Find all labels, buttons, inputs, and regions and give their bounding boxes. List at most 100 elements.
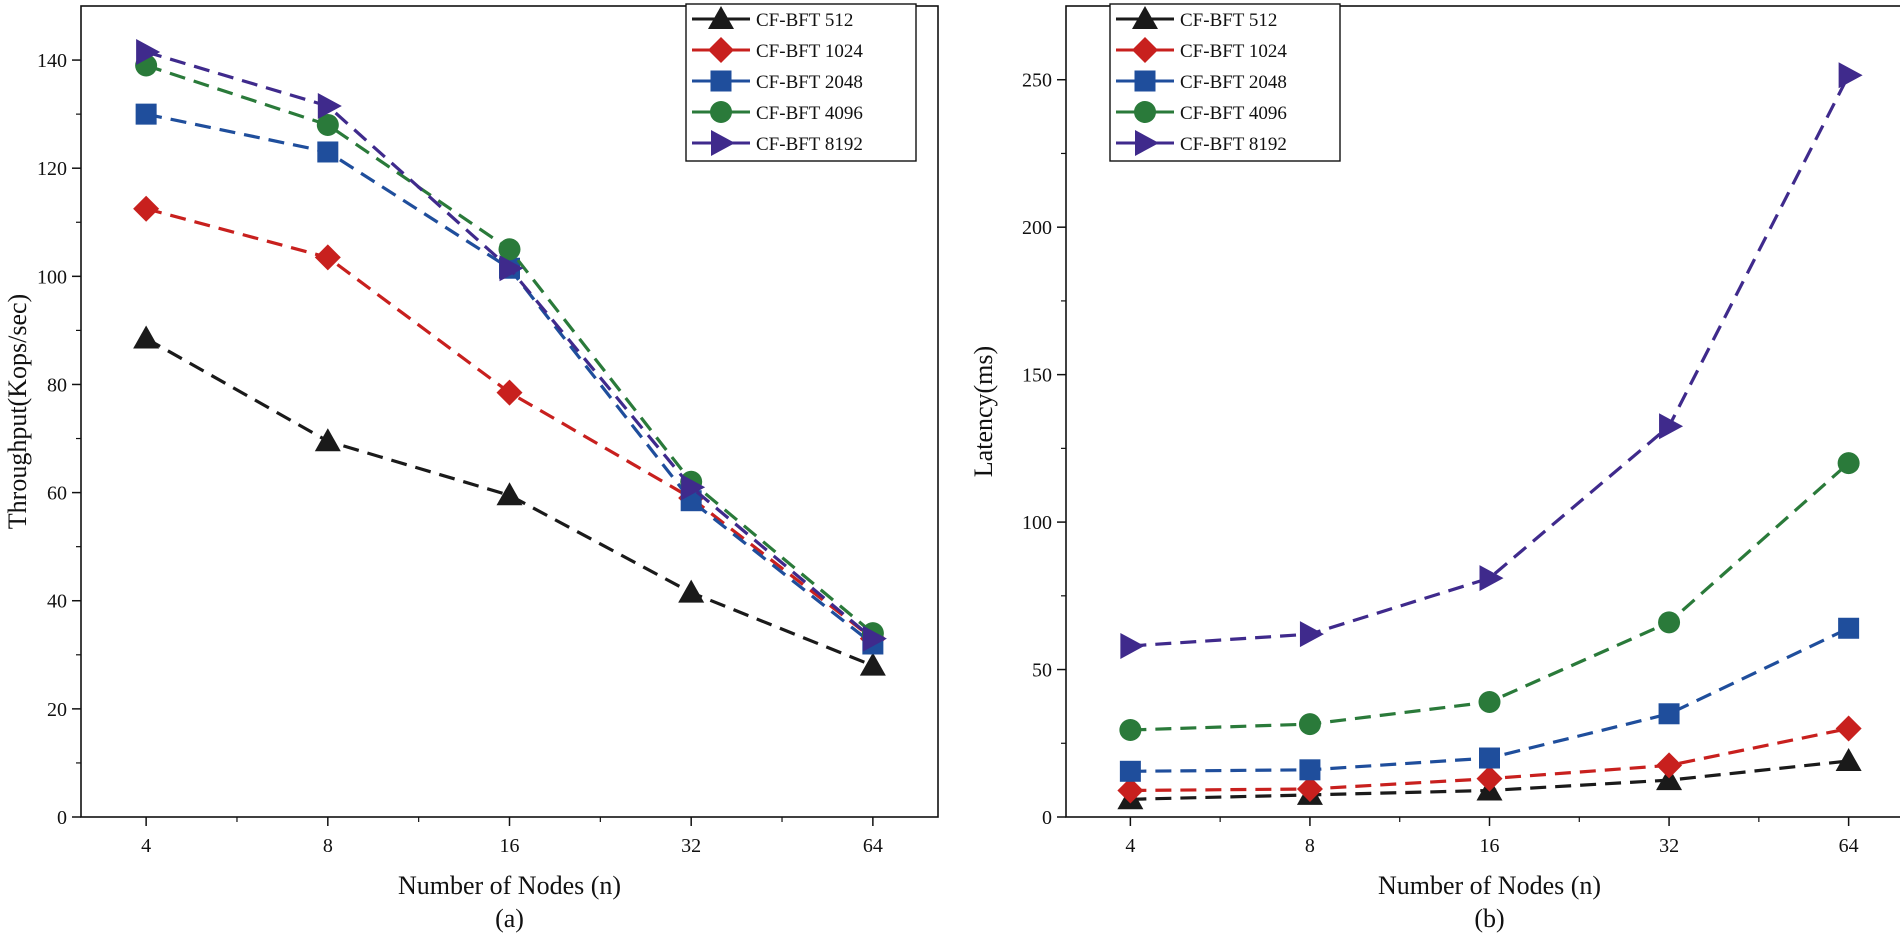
series-cf-bft-4096: [1119, 452, 1860, 742]
legend-entry: CF-BFT 512: [1116, 6, 1277, 31]
data-point: [498, 238, 521, 261]
panel-caption: (a): [495, 904, 524, 933]
y-tick-label: 40: [47, 591, 67, 613]
data-point: [1479, 565, 1504, 592]
data-point: [1838, 617, 1860, 639]
legend-entry: CF-BFT 2048: [1116, 70, 1287, 93]
x-tick-label: 4: [1125, 835, 1135, 857]
data-point: [317, 93, 342, 120]
x-tick-label: 64: [1839, 835, 1859, 857]
legend-label: CF-BFT 1024: [1180, 41, 1287, 62]
legend-label: CF-BFT 4096: [756, 103, 863, 124]
y-tick-label: 100: [1022, 512, 1052, 534]
data-point: [133, 325, 160, 349]
x-tick-label: 16: [500, 835, 520, 857]
y-tick-label: 140: [37, 50, 67, 72]
series-cf-bft-4096: [135, 54, 884, 645]
data-point: [1835, 715, 1862, 742]
x-axis-title: Number of Nodes (n): [1378, 871, 1601, 900]
data-point: [1659, 413, 1684, 440]
data-point: [499, 255, 524, 282]
series-cf-bft-2048: [1119, 617, 1860, 782]
legend-label: CF-BFT 8192: [756, 134, 863, 155]
data-point: [681, 474, 706, 501]
x-tick-label: 8: [323, 835, 333, 857]
data-point: [496, 482, 523, 506]
legend-marker: [708, 6, 734, 29]
legend-entry: CF-BFT 1024: [692, 37, 863, 63]
legend-label: CF-BFT 512: [756, 10, 853, 31]
legend-entry: CF-BFT 4096: [1116, 101, 1287, 124]
legend-marker: [710, 101, 732, 123]
x-tick-label: 64: [863, 835, 883, 857]
legend-entry: CF-BFT 2048: [692, 70, 863, 93]
legend-marker: [710, 70, 732, 92]
throughput-chart: 0 20 40 60 80 100 120 140 4 8 16 32 64 Number of Node…: [3, 3, 939, 933]
x-axis-title: Number of Nodes (n): [398, 871, 621, 900]
x-tick-label: 32: [681, 835, 701, 857]
data-point: [136, 38, 161, 65]
data-point: [1656, 752, 1683, 779]
legend-label: CF-BFT 2048: [1180, 72, 1287, 93]
data-point: [1119, 719, 1142, 742]
y-axis-title: Throughput(Kops/sec): [3, 294, 32, 529]
legend-marker: [1135, 130, 1159, 156]
legend-marker: [711, 130, 735, 156]
y-tick-label: 250: [1022, 70, 1052, 92]
panel-caption: (b): [1474, 904, 1504, 933]
data-point: [1479, 747, 1500, 769]
legend-label: CF-BFT 512: [1180, 10, 1277, 31]
series-cf-bft-1024: [1117, 715, 1862, 804]
y-tick-label: 80: [47, 374, 67, 396]
y-axis-title: Latency(ms): [969, 346, 998, 477]
legend-entry: CF-BFT 1024: [1116, 37, 1287, 63]
data-point: [1656, 767, 1683, 791]
y-tick-label: 0: [57, 807, 67, 829]
series-line: [145, 112, 874, 646]
data-point: [1835, 747, 1862, 771]
x-tick-label: 8: [1305, 835, 1315, 857]
data-point: [859, 652, 886, 676]
legend-marker: [1132, 6, 1158, 29]
data-point: [1299, 759, 1321, 781]
data-point: [1299, 621, 1324, 648]
legend-label: CF-BFT 1024: [756, 41, 863, 62]
data-point: [314, 244, 341, 271]
series-line: [145, 337, 874, 668]
data-point: [1658, 703, 1680, 725]
legend-label: CF-BFT 2048: [756, 72, 863, 93]
data-point: [1838, 62, 1863, 89]
data-point: [1117, 777, 1144, 804]
series-line: [1130, 74, 1851, 648]
series-cf-bft-2048: [135, 103, 884, 655]
data-point: [314, 428, 341, 452]
data-point: [1658, 611, 1681, 634]
x-tick-label: 16: [1480, 835, 1500, 857]
data-point: [1119, 760, 1141, 782]
x-tick-label: 32: [1659, 835, 1679, 857]
data-point: [1120, 632, 1145, 659]
legend: CF-BFT 512 CF-BFT 1024 CF-BFT 2048 CF-BFT 4…: [1109, 3, 1341, 162]
y-tick-label: 50: [1032, 660, 1052, 682]
legend-label: CF-BFT 8192: [1180, 134, 1287, 155]
legend-marker: [1134, 70, 1156, 92]
legend-marker: [1134, 101, 1156, 123]
legend-marker: [708, 37, 734, 63]
series-cf-bft-8192: [1120, 62, 1863, 659]
x-tick-label: 4: [141, 835, 151, 857]
legend-entry: CF-BFT 4096: [692, 101, 863, 124]
data-point: [496, 379, 523, 406]
y-tick-label: 20: [47, 699, 67, 721]
y-tick-label: 100: [37, 266, 67, 288]
legend-entry: CF-BFT 8192: [1116, 130, 1287, 156]
legend-marker: [1132, 37, 1158, 63]
data-point: [678, 579, 705, 603]
legend: CF-BFT 512 CF-BFT 1024 CF-BFT 2048 CF-BFT 4…: [685, 3, 917, 162]
data-point: [1296, 775, 1323, 802]
y-tick-label: 0: [1042, 807, 1052, 829]
legend-label: CF-BFT 4096: [1180, 103, 1287, 124]
latency-chart: 0 50 100 150 200 250 4 8 16 32 64 Number of Nodes (…: [969, 3, 1900, 933]
data-point: [1478, 690, 1501, 713]
data-point: [1837, 452, 1860, 475]
